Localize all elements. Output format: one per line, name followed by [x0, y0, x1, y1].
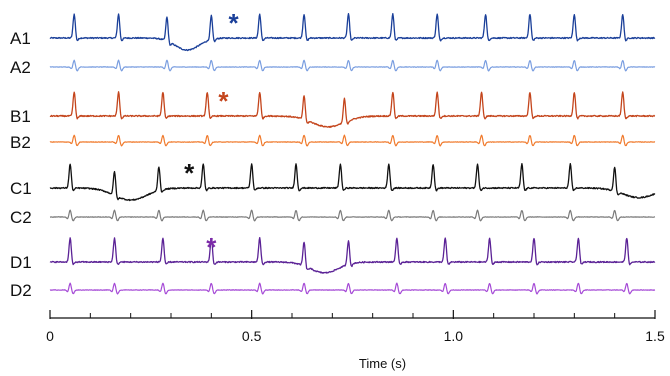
trace-row-d2: D2	[10, 281, 656, 300]
trace-row-b1: B1 *	[10, 86, 656, 128]
trace-rows: A1 * A2 B1 * B2 C1 * C2 D1 * D2	[10, 8, 656, 300]
trace-row-c1: C1 *	[10, 158, 656, 202]
trace-row-a1: A1 *	[10, 8, 656, 52]
trace-row-d1: D1 *	[10, 232, 656, 274]
x-minor-ticks	[89, 313, 616, 318]
trace-row-b2: B2	[10, 133, 656, 152]
asterisk-marker-c1: *	[184, 158, 195, 188]
asterisk-marker-d1: *	[206, 232, 217, 262]
x-tick-label: 1.0	[444, 328, 464, 344]
trace-line-c2	[49, 209, 656, 222]
trace-line-c1	[49, 162, 656, 202]
trace-line-b1	[49, 91, 656, 128]
row-label-b1: B1	[10, 107, 31, 126]
x-axis: 0 0.5 1.0 1.5	[46, 310, 665, 344]
x-axis-title: Time (s)	[359, 356, 406, 371]
row-label-a2: A2	[10, 58, 31, 77]
trace-row-a2: A2	[10, 58, 656, 77]
trace-line-b2	[49, 134, 656, 147]
x-tick-label: 0	[46, 328, 54, 344]
asterisk-marker-b1: *	[218, 86, 229, 116]
row-label-b2: B2	[10, 133, 31, 152]
trace-line-a1	[49, 12, 656, 52]
trace-line-d1	[49, 236, 656, 274]
row-label-d2: D2	[10, 281, 32, 300]
asterisk-marker-a1: *	[228, 8, 239, 38]
x-tick-label: 1.5	[645, 328, 665, 344]
row-label-c2: C2	[10, 208, 32, 227]
trace-row-c2: C2	[10, 208, 656, 227]
row-label-c1: C1	[10, 179, 32, 198]
x-major-ticks: 0 0.5 1.0 1.5	[46, 310, 665, 344]
row-label-a1: A1	[10, 29, 31, 48]
trace-line-a2	[49, 59, 656, 72]
row-label-d1: D1	[10, 253, 32, 272]
x-tick-label: 0.5	[242, 328, 262, 344]
trace-line-d2	[49, 282, 656, 295]
